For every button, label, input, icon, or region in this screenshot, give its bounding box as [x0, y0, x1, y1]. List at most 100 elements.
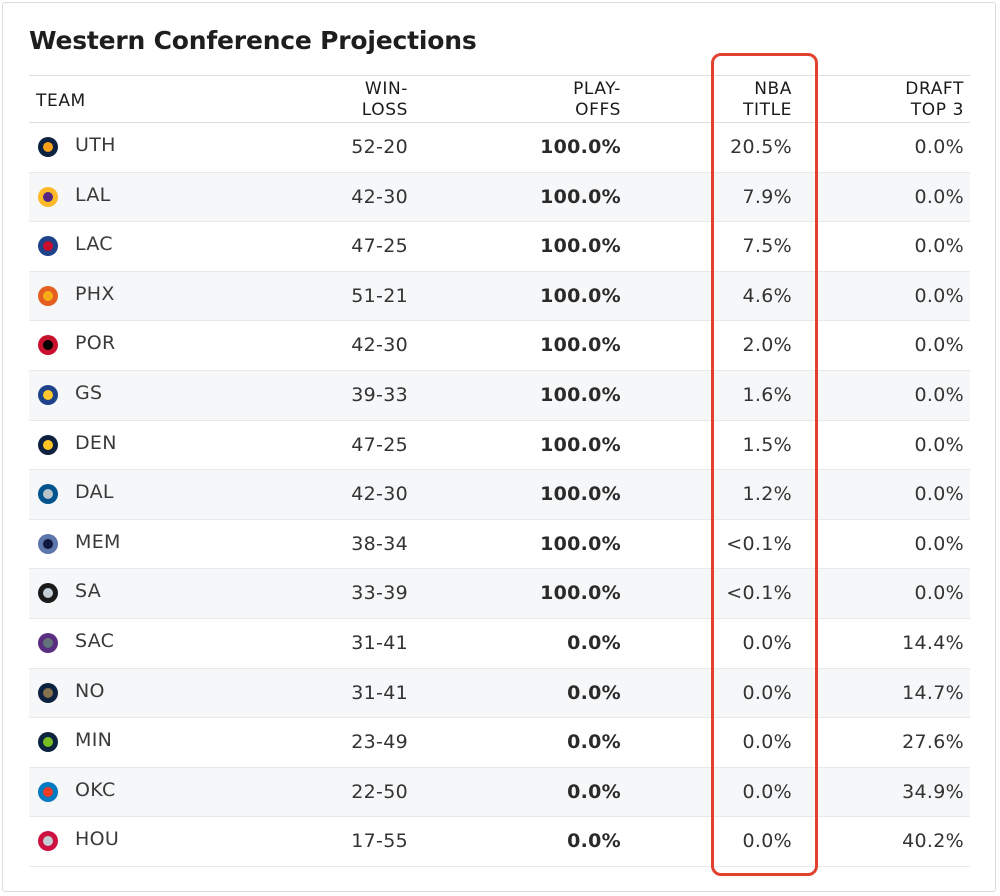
playoffs-value: 100.0%	[540, 185, 621, 208]
nba-title-value: <0.1%	[726, 582, 792, 605]
nba-title-value: 0.0%	[742, 681, 792, 704]
table-row[interactable]: MEM 38-34 100.0% <0.1% 0.0%	[29, 520, 970, 570]
suns-logo-icon	[36, 284, 60, 308]
playoffs-value: 100.0%	[540, 284, 621, 307]
team-abbreviation[interactable]: DEN	[75, 431, 117, 454]
draft-top3-value: 0.0%	[914, 136, 964, 158]
playoffs-value: 100.0%	[540, 136, 621, 158]
team-abbreviation[interactable]: MEM	[75, 530, 121, 553]
win-loss-value: 31-41	[351, 681, 408, 704]
column-header-nba-title[interactable]: NBA TITLE	[743, 79, 792, 121]
timberwolves-logo-icon	[36, 730, 60, 754]
thunder-logo-icon	[36, 780, 60, 804]
team-abbreviation[interactable]: PHX	[75, 282, 115, 305]
warriors-logo-icon	[36, 383, 60, 407]
draft-top3-value: 14.7%	[902, 681, 964, 704]
playoffs-value: 100.0%	[540, 383, 621, 406]
win-loss-value: 42-30	[351, 334, 408, 357]
table-row[interactable]: DEN 47-25 100.0% 1.5% 0.0%	[29, 421, 970, 471]
clippers-logo-icon	[36, 234, 60, 258]
win-loss-value: 42-30	[351, 185, 408, 208]
nba-title-value: 7.9%	[742, 185, 792, 208]
rockets-logo-icon	[36, 829, 60, 853]
team-abbreviation[interactable]: SAC	[75, 629, 115, 652]
draft-top3-value: 0.0%	[914, 483, 964, 506]
spurs-logo-icon	[36, 581, 60, 605]
header-line: OFFS	[575, 100, 621, 120]
column-header-draft-top3[interactable]: DRAFT TOP 3	[905, 79, 964, 121]
table-row[interactable]: LAC 47-25 100.0% 7.5% 0.0%	[29, 222, 970, 272]
nba-title-value: 1.2%	[742, 483, 792, 506]
team-abbreviation[interactable]: POR	[75, 332, 116, 355]
jazz-logo-icon	[36, 135, 60, 159]
draft-top3-value: 0.0%	[914, 185, 964, 208]
draft-top3-value: 34.9%	[902, 780, 964, 803]
team-abbreviation[interactable]: UTH	[75, 134, 116, 156]
playoffs-value: 0.0%	[567, 830, 621, 853]
win-loss-value: 17-55	[351, 830, 408, 853]
header-line: TITLE	[743, 100, 792, 120]
nuggets-logo-icon	[36, 433, 60, 457]
table-row[interactable]: PHX 51-21 100.0% 4.6% 0.0%	[29, 271, 970, 322]
header-line: WIN-	[364, 79, 408, 99]
header-line: PLAY-	[573, 79, 621, 99]
table-row[interactable]: MIN 23-49 0.0% 0.0% 27.6%	[29, 718, 970, 768]
table-row[interactable]: POR 42-30 100.0% 2.0% 0.0%	[29, 321, 970, 371]
team-abbreviation[interactable]: LAL	[75, 183, 111, 206]
team-abbreviation[interactable]: MIN	[75, 729, 113, 752]
column-header-playoffs[interactable]: PLAY- OFFS	[573, 79, 621, 121]
team-abbreviation[interactable]: HOU	[75, 828, 120, 851]
team-abbreviation[interactable]: NO	[75, 679, 105, 702]
table-row[interactable]: SA 33-39 100.0% <0.1% 0.0%	[29, 569, 970, 619]
kings-logo-icon	[36, 631, 60, 655]
win-loss-value: 47-25	[351, 235, 408, 258]
team-abbreviation[interactable]: GS	[75, 381, 103, 404]
team-abbreviation[interactable]: LAC	[75, 233, 113, 256]
draft-top3-value: 0.0%	[914, 383, 964, 406]
table-row[interactable]: OKC 22-50 0.0% 0.0% 34.9%	[29, 767, 970, 818]
table-body: UTH 52-20 100.0% 20.5% 0.0% LAL 42-30 10…	[29, 123, 970, 867]
draft-top3-value: 0.0%	[914, 235, 964, 258]
table-row[interactable]: DAL 42-30 100.0% 1.2% 0.0%	[29, 470, 970, 520]
grizzlies-logo-icon	[36, 532, 60, 556]
column-header-win-loss[interactable]: WIN- LOSS	[362, 79, 408, 121]
nba-title-value: 0.0%	[742, 830, 792, 853]
win-loss-value: 22-50	[351, 780, 408, 803]
table-row[interactable]: LAL 42-30 100.0% 7.9% 0.0%	[29, 172, 970, 223]
pelicans-logo-icon	[36, 681, 60, 705]
column-header-team[interactable]: TEAM	[36, 91, 86, 111]
mavericks-logo-icon	[36, 482, 60, 506]
draft-top3-value: 0.0%	[914, 532, 964, 555]
nba-title-highlight-box	[711, 53, 818, 876]
win-loss-value: 42-30	[351, 483, 408, 506]
nba-title-value: 0.0%	[742, 780, 792, 803]
table-row[interactable]: GS 39-33 100.0% 1.6% 0.0%	[29, 370, 970, 421]
nba-title-value: 20.5%	[730, 136, 792, 158]
table-row[interactable]: SAC 31-41 0.0% 0.0% 14.4%	[29, 619, 970, 669]
table-row[interactable]: HOU 17-55 0.0% 0.0% 40.2%	[29, 817, 970, 867]
win-loss-value: 38-34	[351, 532, 408, 555]
header-line: NBA	[754, 79, 792, 99]
nba-title-value: 4.6%	[742, 284, 792, 307]
team-abbreviation[interactable]: SA	[75, 580, 102, 603]
header-line: LOSS	[361, 100, 408, 120]
win-loss-value: 23-49	[351, 731, 408, 754]
draft-top3-value: 0.0%	[914, 334, 964, 357]
team-abbreviation[interactable]: DAL	[75, 481, 114, 504]
playoffs-value: 100.0%	[540, 334, 621, 357]
nba-title-value: 1.5%	[742, 433, 792, 456]
win-loss-value: 47-25	[351, 433, 408, 456]
win-loss-value: 52-20	[351, 136, 408, 158]
playoffs-value: 100.0%	[540, 532, 621, 555]
draft-top3-value: 40.2%	[902, 830, 964, 853]
nba-title-value: 2.0%	[742, 334, 792, 357]
playoffs-value: 100.0%	[540, 483, 621, 506]
table-row[interactable]: NO 31-41 0.0% 0.0% 14.7%	[29, 668, 970, 719]
playoffs-value: 100.0%	[540, 582, 621, 605]
nba-title-value: 1.6%	[742, 383, 792, 406]
team-abbreviation[interactable]: OKC	[75, 778, 116, 801]
draft-top3-value: 0.0%	[914, 433, 964, 456]
playoffs-value: 100.0%	[540, 433, 621, 456]
nba-title-value: 0.0%	[742, 731, 792, 754]
table-row[interactable]: UTH 52-20 100.0% 20.5% 0.0%	[29, 123, 970, 173]
